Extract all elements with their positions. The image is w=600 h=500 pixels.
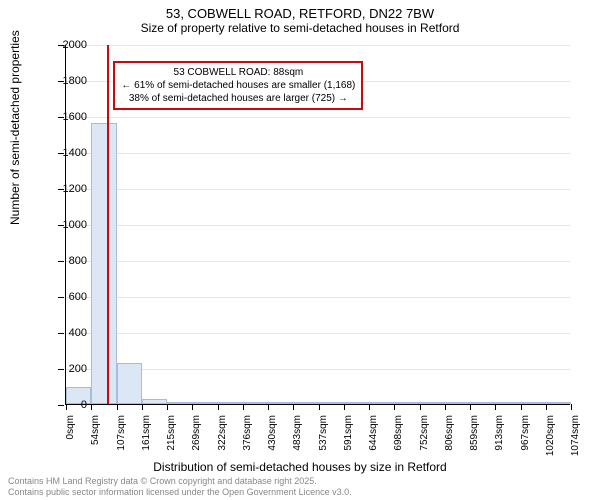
x-tick: [319, 404, 320, 410]
x-tick: [192, 404, 193, 410]
x-tick-label: 859sqm: [469, 415, 480, 463]
x-tick-label: 322sqm: [217, 415, 228, 463]
histogram-bar: [521, 402, 546, 404]
y-tick-label: 200: [69, 363, 87, 375]
y-tick-label: 400: [69, 327, 87, 339]
x-tick-label: 376sqm: [242, 415, 253, 463]
histogram-bar: [293, 402, 318, 404]
y-tick-label: 1000: [63, 219, 87, 231]
gridline: [66, 297, 570, 298]
histogram-bar: [445, 402, 470, 404]
x-tick-label: 430sqm: [267, 415, 278, 463]
y-tick-label: 800: [69, 255, 87, 267]
y-tick-label: 2000: [63, 39, 87, 51]
x-tick-label: 644sqm: [368, 415, 379, 463]
x-tick: [167, 404, 168, 410]
footer-line2: Contains public sector information licen…: [8, 487, 352, 498]
histogram-bar: [470, 402, 495, 404]
x-tick-label: 913sqm: [494, 415, 505, 463]
histogram-bar: [218, 402, 243, 404]
x-tick-label: 591sqm: [343, 415, 354, 463]
x-tick-label: 537sqm: [318, 415, 329, 463]
y-tick-label: 1600: [63, 111, 87, 123]
x-tick: [420, 404, 421, 410]
x-tick: [521, 404, 522, 410]
histogram-bar: [344, 402, 369, 404]
gridline: [66, 333, 570, 334]
y-tick-label: 1800: [63, 75, 87, 87]
y-tick-label: 1400: [63, 147, 87, 159]
gridline: [66, 225, 570, 226]
gridline: [66, 261, 570, 262]
y-tick: [58, 261, 64, 262]
x-tick-label: 1074sqm: [570, 415, 581, 463]
x-tick-label: 269sqm: [191, 415, 202, 463]
callout-box: 53 COBWELL ROAD: 88sqm← 61% of semi-deta…: [113, 61, 363, 110]
gridline: [66, 189, 570, 190]
footer-line1: Contains HM Land Registry data © Crown c…: [8, 476, 352, 487]
chart-subtitle: Size of property relative to semi-detach…: [0, 21, 600, 39]
x-tick: [344, 404, 345, 410]
x-tick: [546, 404, 547, 410]
plot-area: 53 COBWELL ROAD: 88sqm← 61% of semi-deta…: [65, 45, 570, 405]
callout-line3: 38% of semi-detached houses are larger (…: [121, 92, 355, 105]
y-tick: [58, 333, 64, 334]
chart-title: 53, COBWELL ROAD, RETFORD, DN22 7BW: [0, 0, 600, 21]
x-tick: [394, 404, 395, 410]
marker-line: [107, 45, 109, 404]
histogram-bar: [319, 402, 344, 404]
y-tick: [58, 297, 64, 298]
x-tick-label: 967sqm: [520, 415, 531, 463]
histogram-bar: [394, 402, 419, 404]
x-tick-label: 752sqm: [419, 415, 430, 463]
x-tick-label: 698sqm: [393, 415, 404, 463]
x-tick-label: 107sqm: [116, 415, 127, 463]
y-tick-label: 1200: [63, 183, 87, 195]
x-tick: [117, 404, 118, 410]
x-tick-label: 806sqm: [444, 415, 455, 463]
callout-line1: 53 COBWELL ROAD: 88sqm: [121, 66, 355, 79]
x-tick: [495, 404, 496, 410]
x-tick-label: 161sqm: [141, 415, 152, 463]
x-tick: [66, 404, 67, 410]
y-axis-title: Number of semi-detached properties: [8, 30, 22, 225]
x-tick: [91, 404, 92, 410]
x-tick: [445, 404, 446, 410]
x-tick-label: 54sqm: [90, 415, 101, 463]
x-tick-label: 483sqm: [292, 415, 303, 463]
histogram-bar: [192, 402, 217, 404]
histogram-bar: [66, 387, 91, 404]
y-tick: [58, 369, 64, 370]
histogram-bar: [142, 399, 167, 404]
histogram-bar: [167, 402, 192, 404]
x-tick: [142, 404, 143, 410]
x-tick: [218, 404, 219, 410]
y-tick-label: 600: [69, 291, 87, 303]
gridline: [66, 117, 570, 118]
x-tick: [243, 404, 244, 410]
x-tick: [369, 404, 370, 410]
histogram-bar: [546, 402, 571, 404]
histogram-bar: [268, 402, 293, 404]
histogram-bar: [420, 402, 445, 404]
gridline: [66, 45, 570, 46]
histogram-bar: [369, 402, 394, 404]
x-tick-label: 1020sqm: [545, 415, 556, 463]
footer: Contains HM Land Registry data © Crown c…: [8, 476, 352, 498]
x-tick: [293, 404, 294, 410]
y-tick: [58, 405, 64, 406]
x-tick: [470, 404, 471, 410]
x-tick-label: 0sqm: [65, 415, 76, 463]
histogram-bar: [243, 402, 268, 404]
x-tick: [268, 404, 269, 410]
y-tick-label: 0: [81, 399, 87, 411]
gridline: [66, 153, 570, 154]
x-tick: [571, 404, 572, 410]
x-tick-label: 215sqm: [166, 415, 177, 463]
chart-container: 53, COBWELL ROAD, RETFORD, DN22 7BW Size…: [0, 0, 600, 500]
histogram-bar: [91, 123, 116, 404]
histogram-bar: [117, 363, 142, 404]
histogram-bar: [495, 402, 520, 404]
callout-line2: ← 61% of semi-detached houses are smalle…: [121, 79, 355, 92]
